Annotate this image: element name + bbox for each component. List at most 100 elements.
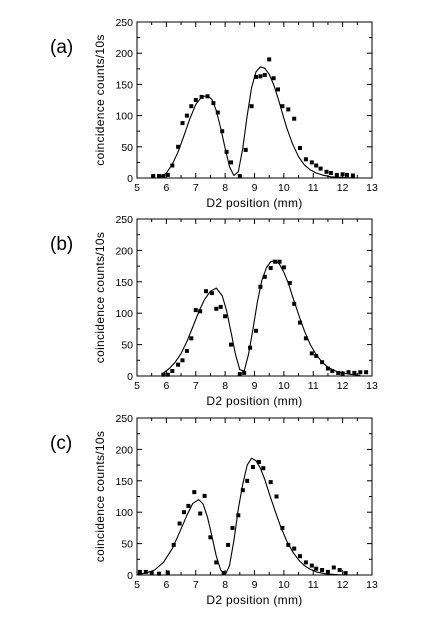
x-tick-label: 13 — [366, 182, 378, 194]
x-tick-label: 5 — [134, 579, 140, 591]
x-tick-label: 7 — [193, 579, 199, 591]
x-tick-label: 8 — [222, 380, 228, 392]
data-point — [350, 173, 355, 178]
data-point — [218, 304, 223, 309]
data-point — [324, 169, 329, 174]
data-point — [268, 266, 273, 270]
data-point — [177, 521, 182, 526]
data-point — [208, 535, 213, 540]
x-tick-label: 11 — [308, 579, 319, 591]
data-point — [189, 336, 194, 341]
data-point — [189, 104, 194, 109]
data-point — [180, 358, 185, 363]
data-point — [137, 569, 142, 574]
y-tick-label: 200 — [115, 245, 133, 257]
x-tick-label: 12 — [337, 182, 349, 194]
x-tick-label: 5 — [134, 182, 140, 194]
panel-label: (c) — [50, 433, 72, 454]
data-point — [214, 306, 219, 311]
data-point — [176, 144, 181, 149]
data-point — [240, 488, 245, 493]
x-tick-label: 6 — [163, 579, 169, 591]
data-point — [236, 513, 241, 518]
data-point — [298, 554, 302, 559]
y-axis-label: coincidence counts/10s — [93, 34, 107, 165]
x-tick-label: 11 — [308, 182, 319, 194]
data-point — [204, 289, 208, 294]
data-point — [303, 157, 308, 162]
x-tick-label: 9 — [252, 380, 258, 392]
data-point — [271, 76, 276, 81]
data-point — [318, 166, 323, 171]
data-point — [330, 369, 335, 373]
panel-label: (a) — [50, 37, 73, 58]
data-point — [180, 121, 185, 126]
chart-panel: 5 6 7 8 9 10 11 12 13 0 50 100 150 200 250 D2 position … — [50, 413, 378, 607]
data-point — [277, 259, 282, 264]
data-point — [262, 73, 267, 77]
x-tick-label: 10 — [278, 380, 290, 392]
y-tick-label: 200 — [115, 48, 133, 60]
fit-curve — [136, 457, 343, 576]
data-point — [237, 372, 242, 377]
y-tick-label: 100 — [115, 507, 133, 519]
data-point — [157, 174, 161, 179]
data-point — [280, 104, 285, 109]
x-tick-label: 12 — [337, 579, 349, 591]
chart-panel: 5 6 7 8 9 10 11 12 13 0 50 100 150 200 250 D2 position … — [50, 214, 378, 408]
y-axis-label: coincidence counts/10s — [93, 232, 107, 363]
data-point — [328, 171, 333, 175]
data-point — [303, 336, 308, 341]
data-point — [170, 163, 175, 168]
data-point — [151, 174, 156, 179]
data-point — [364, 370, 369, 375]
data-point — [346, 370, 351, 375]
plot-frame — [136, 417, 373, 576]
data-point — [161, 174, 166, 179]
y-tick-label: 250 — [115, 413, 133, 425]
x-tick-label: 9 — [252, 182, 258, 194]
data-point — [214, 560, 219, 565]
data-point — [245, 478, 250, 483]
plot-frame — [136, 218, 373, 377]
y-tick-label: 150 — [115, 277, 133, 289]
data-point — [229, 160, 233, 165]
data-point — [184, 113, 189, 118]
data-point — [303, 560, 308, 565]
fit-curve — [163, 259, 361, 376]
data-point — [280, 525, 285, 530]
x-tick-label: 7 — [193, 182, 199, 194]
x-axis-label: D2 position (mm) — [206, 196, 302, 210]
y-tick-label: 100 — [115, 111, 133, 123]
y-tick-label: 150 — [115, 79, 133, 91]
y-tick-label: 0 — [127, 371, 133, 383]
x-tick-label: 9 — [252, 579, 258, 591]
data-point — [224, 149, 229, 154]
x-tick-label: 12 — [337, 380, 349, 392]
data-point — [309, 563, 314, 568]
data-point — [186, 503, 191, 508]
data-point — [230, 525, 235, 530]
data-point — [314, 353, 319, 358]
data-point — [220, 129, 225, 134]
y-tick-label: 50 — [121, 340, 133, 352]
x-tick-label: 10 — [278, 579, 290, 591]
data-point — [298, 146, 302, 150]
data-point — [193, 308, 198, 313]
y-tick-label: 0 — [127, 173, 133, 185]
data-point — [334, 172, 339, 177]
data-point — [268, 480, 273, 485]
data-point — [226, 542, 231, 547]
data-point — [325, 569, 330, 574]
data-point — [340, 371, 345, 376]
data-point — [340, 172, 345, 177]
chart-panel: 5 6 7 8 9 10 11 12 13 0 50 100 150 200 250 D2 position … — [50, 17, 378, 210]
x-tick-label: 13 — [366, 579, 378, 591]
x-axis-label: D2 position (mm) — [206, 593, 302, 607]
x-tick-label: 7 — [193, 380, 199, 392]
data-point — [215, 110, 220, 115]
data-point — [157, 571, 161, 576]
y-tick-label: 0 — [127, 570, 133, 582]
x-tick-label: 6 — [163, 182, 169, 194]
data-point — [258, 74, 263, 79]
